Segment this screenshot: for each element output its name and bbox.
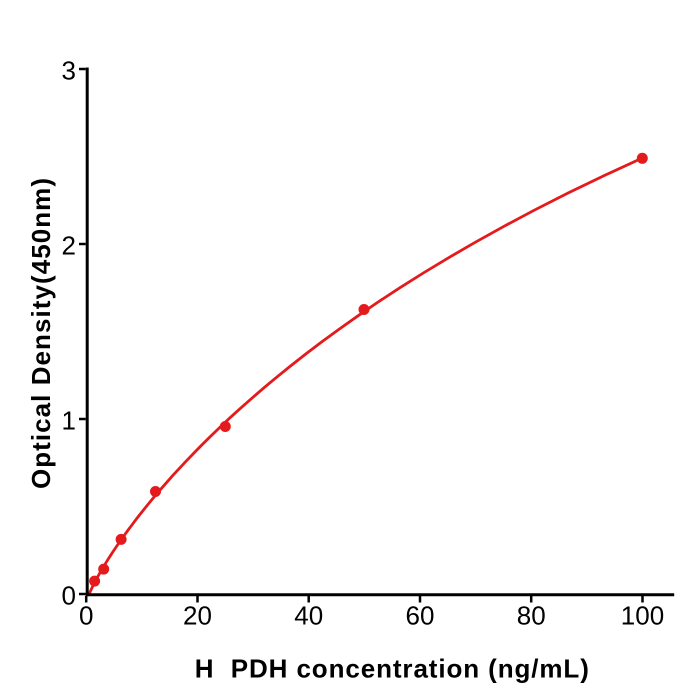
svg-text:80: 80 [517,600,546,630]
svg-text:H PDH concentration (ng/mL): H PDH concentration (ng/mL) [195,654,590,684]
svg-text:0: 0 [79,600,93,630]
svg-text:40: 40 [294,600,323,630]
svg-text:2: 2 [62,231,76,261]
svg-text:0: 0 [62,581,76,611]
svg-text:60: 60 [406,600,435,630]
svg-text:1: 1 [62,406,76,436]
svg-text:100: 100 [621,600,664,630]
svg-text:20: 20 [183,600,212,630]
svg-text:3: 3 [62,56,76,86]
svg-text:Optical Density(450nm): Optical Density(450nm) [26,177,56,489]
